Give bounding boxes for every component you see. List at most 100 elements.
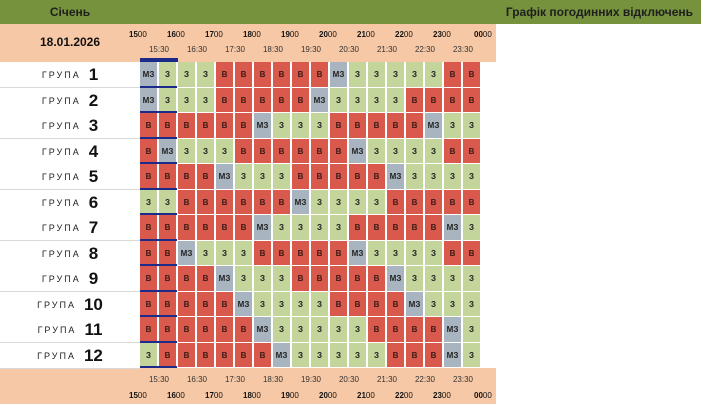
schedule-cell: В [349,215,367,241]
schedule-cell: В [140,139,158,164]
schedule-cell: З [330,317,348,343]
half-hour-label-bottom: 16:30 [186,375,208,384]
schedule-cell: В [463,62,481,88]
minute-value: 00 [365,391,375,400]
schedule-cell: З [349,62,367,88]
hour-divider [481,62,482,368]
hour-divider [367,62,368,368]
minute-value: 00 [137,30,147,39]
minute-value: 00 [482,30,492,39]
schedule-cell: З [406,266,424,292]
schedule-cell: В [425,215,443,241]
schedule-cell: З [368,139,386,164]
schedule-cell: З [330,343,348,368]
half-hour-label-top: 17:30 [224,45,246,54]
schedule-cell: З [159,88,177,113]
schedule-cell: З [349,343,367,368]
schedule-cell: З [273,215,291,241]
minute-value: 00 [365,30,375,39]
schedule-cell: В [349,164,367,190]
schedule-cell: В [197,164,215,190]
schedule-cell: МЗ [140,62,158,88]
schedule-date: 18.01.2026 [39,35,101,49]
hour-label-bottom: 1500 [129,391,147,400]
schedule-cell: В [368,215,386,241]
schedule-cell: З [330,215,348,241]
schedule-cell: З [368,88,386,113]
schedule-cell: МЗ [254,317,272,343]
schedule-cell: З [406,164,424,190]
page-title: Графік погодинних відключень [505,5,693,19]
schedule-cell: В [197,317,215,343]
schedule-cell: В [330,292,348,317]
schedule-cell: В [197,343,215,368]
hour-label-bottom: 2300 [433,391,451,400]
schedule-cell: З [311,113,329,139]
schedule-cell: В [349,113,367,139]
schedule-cell: МЗ [178,241,196,266]
schedule-cell: З [292,317,310,343]
schedule-cell: З [349,317,367,343]
schedule-cell: З [235,241,253,266]
schedule-cell: В [444,139,462,164]
hour-value: 21 [357,30,366,39]
current-time-marker [140,111,178,113]
group-row-label: ГРУПА 9 [0,266,140,292]
schedule-cell: В [368,266,386,292]
schedule-cell: З [178,62,196,88]
schedule-cell: В [273,88,291,113]
top-header-band [0,24,496,62]
hour-label-top: 1800 [243,30,261,39]
group-word: ГРУПА [41,146,81,157]
hour-label-top: 1600 [167,30,185,39]
group-number: 10 [83,294,103,314]
hour-value: 23 [433,391,442,400]
schedule-cell: МЗ [140,88,158,113]
group-number: 9 [88,268,99,288]
schedule-cell: З [330,190,348,215]
schedule-cell: В [330,164,348,190]
schedule-cell: МЗ [273,343,291,368]
schedule-cell: В [235,139,253,164]
schedule-cell: З [425,266,443,292]
schedule-cell: З [235,266,253,292]
minute-value: 00 [482,391,492,400]
current-time-marker [140,315,178,317]
group-word: ГРУПА [37,350,76,361]
schedule-cell: В [254,190,272,215]
hour-label-top: 2000 [319,30,337,39]
group-row-label: ГРУПА 7 [0,215,140,241]
hour-divider [177,62,178,368]
hour-value: 23 [433,30,442,39]
schedule-cell: В [273,139,291,164]
group-row-label: ГРУПА 12 [0,343,140,369]
schedule-cell: МЗ [444,317,462,343]
schedule-cell: В [425,88,443,113]
group-row-label: ГРУПА 4 [0,139,140,165]
schedule-cell: В [254,62,272,88]
group-word: ГРУПА [41,69,81,80]
schedule-cell: В [387,343,405,368]
schedule-cell: В [406,190,424,215]
schedule-cell: З [387,62,405,88]
schedule-cell: З [444,292,462,317]
schedule-cell: З [197,88,215,113]
schedule-cell: З [254,266,272,292]
schedule-cell: В [387,292,405,317]
schedule-cell: В [387,190,405,215]
schedule-cell: В [406,317,424,343]
hour-label-bottom: 2100 [357,391,375,400]
schedule-cell: З [140,190,158,215]
hour-label-top: 1900 [281,30,299,39]
schedule-cell: В [197,266,215,292]
schedule-cell: З [140,343,158,368]
hour-value: 22 [395,30,404,39]
schedule-cell: З [387,139,405,164]
schedule-cell: З [349,190,367,215]
schedule-cell: В [197,215,215,241]
hour-value: 15 [129,30,138,39]
schedule-cell: В [235,317,253,343]
schedule-cell: З [273,317,291,343]
schedule-cell: В [178,292,196,317]
schedule-cell: З [463,113,481,139]
